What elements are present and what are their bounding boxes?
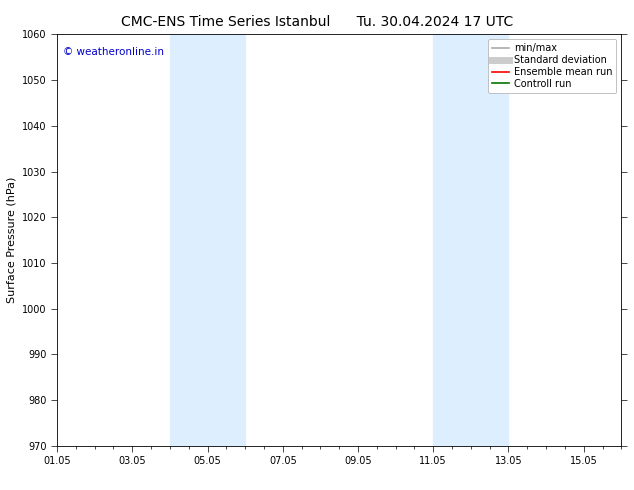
Text: CMC-ENS Time Series Istanbul      Tu. 30.04.2024 17 UTC: CMC-ENS Time Series Istanbul Tu. 30.04.2… <box>121 15 513 29</box>
Bar <box>433 34 508 446</box>
Text: © weatheronline.in: © weatheronline.in <box>63 47 164 57</box>
Y-axis label: Surface Pressure (hPa): Surface Pressure (hPa) <box>6 177 16 303</box>
Legend: min/max, Standard deviation, Ensemble mean run, Controll run: min/max, Standard deviation, Ensemble me… <box>488 39 616 93</box>
Bar <box>170 34 245 446</box>
